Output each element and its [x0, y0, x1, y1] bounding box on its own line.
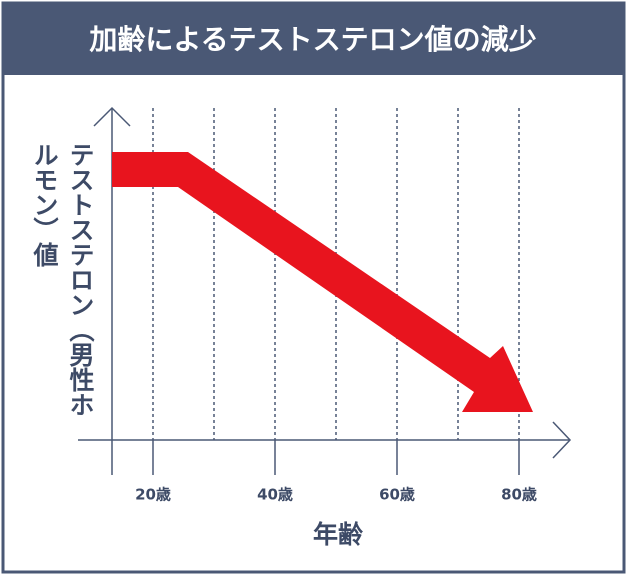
x-tick-label: 40歳	[257, 486, 293, 504]
x-tick-label: 20歳	[135, 486, 171, 504]
title: 加齢によるテストステロン値の減少	[89, 23, 536, 56]
decline-arrow	[112, 152, 533, 412]
title-bar	[3, 3, 624, 75]
x-tick-label: 60歳	[379, 486, 415, 504]
x-tick-label: 80歳	[501, 486, 537, 504]
y-axis-label: テストステロン（男性ホルモン）値	[30, 142, 95, 417]
x-axis-label: 年齢	[313, 520, 363, 549]
